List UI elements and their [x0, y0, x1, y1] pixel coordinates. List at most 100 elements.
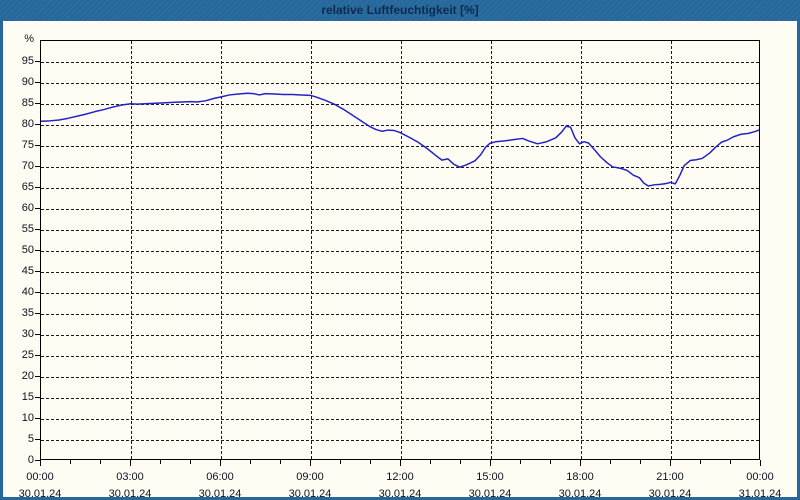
- gridline-vertical: [131, 41, 132, 459]
- y-tick-label: 75: [21, 139, 34, 151]
- x-tick-time-label: 00:00: [26, 471, 54, 483]
- x-major-tick-mark: [310, 460, 311, 466]
- x-minor-tick-mark: [280, 460, 281, 464]
- x-major-tick-mark: [580, 460, 581, 466]
- y-tick-label: 85: [21, 97, 34, 109]
- x-minor-tick-mark: [100, 460, 101, 464]
- y-tick-mark: [35, 82, 40, 83]
- y-tick-mark: [35, 145, 40, 146]
- x-major-tick-mark: [130, 460, 131, 466]
- plot-area: [40, 40, 760, 460]
- x-minor-tick-mark: [700, 460, 701, 464]
- humidity-line: [41, 92, 759, 187]
- y-tick-mark: [35, 250, 40, 251]
- x-minor-tick-mark: [160, 460, 161, 464]
- x-tick-time-label: 21:00: [656, 471, 684, 483]
- gridline-horizontal: [41, 230, 759, 231]
- y-tick-mark: [35, 313, 40, 314]
- y-tick-label: 20: [21, 370, 34, 382]
- x-minor-tick-mark: [550, 460, 551, 464]
- y-tick-mark: [35, 187, 40, 188]
- x-major-tick-mark: [40, 460, 41, 466]
- x-tick-time-label: 00:00: [746, 471, 774, 483]
- x-tick-date-label: 30.01.24: [468, 488, 512, 500]
- x-tick-time-label: 03:00: [116, 471, 144, 483]
- y-tick-mark: [35, 355, 40, 356]
- gridline-horizontal: [41, 440, 759, 441]
- y-tick-label: 70: [21, 160, 34, 172]
- x-major-tick-mark: [760, 460, 761, 466]
- gridline-horizontal: [41, 209, 759, 210]
- window-title: relative Luftfeuchtigkeit [%]: [321, 3, 479, 17]
- x-minor-tick-mark: [610, 460, 611, 464]
- y-tick-label: 15: [21, 391, 34, 403]
- gridline-vertical: [401, 41, 402, 459]
- y-tick-mark: [35, 124, 40, 125]
- x-tick-date-label: 30.01.24: [378, 488, 422, 500]
- y-tick-label: 60: [21, 202, 34, 214]
- gridline-vertical: [221, 41, 222, 459]
- x-major-tick-mark: [400, 460, 401, 466]
- gridline-horizontal: [41, 125, 759, 126]
- gridline-horizontal: [41, 293, 759, 294]
- y-tick-mark: [35, 166, 40, 167]
- x-tick-date-label: 30.01.24: [288, 488, 332, 500]
- x-tick-date-label: 30.01.24: [108, 488, 152, 500]
- y-tick-label: 30: [21, 328, 34, 340]
- gridline-horizontal: [41, 356, 759, 357]
- y-tick-label: 0: [27, 454, 34, 466]
- y-tick-label: 45: [21, 265, 34, 277]
- y-tick-label: 10: [21, 412, 34, 424]
- gridline-horizontal: [41, 167, 759, 168]
- x-minor-tick-mark: [70, 460, 71, 464]
- y-tick-label: 5: [27, 433, 34, 445]
- x-minor-tick-mark: [340, 460, 341, 464]
- window-border-right: [797, 21, 800, 500]
- y-tick-label: 55: [21, 223, 34, 235]
- y-tick-mark: [35, 439, 40, 440]
- gridline-vertical: [581, 41, 582, 459]
- x-tick-date-label: 30.01.24: [198, 488, 242, 500]
- y-tick-mark: [35, 460, 40, 461]
- x-tick-time-label: 12:00: [386, 471, 414, 483]
- y-tick-label: 50: [21, 244, 34, 256]
- y-tick-mark: [35, 292, 40, 293]
- y-tick-label: 90: [21, 76, 34, 88]
- humidity-curve: [41, 92, 759, 187]
- gridline-horizontal: [41, 335, 759, 336]
- x-tick-time-label: 09:00: [296, 471, 324, 483]
- x-tick-time-label: 15:00: [476, 471, 504, 483]
- x-minor-tick-mark: [640, 460, 641, 464]
- y-tick-mark: [35, 229, 40, 230]
- y-tick-mark: [35, 208, 40, 209]
- y-tick-mark: [35, 397, 40, 398]
- x-major-tick-mark: [490, 460, 491, 466]
- gridline-horizontal: [41, 398, 759, 399]
- x-tick-time-label: 18:00: [566, 471, 594, 483]
- gridline-horizontal: [41, 146, 759, 147]
- gridline-horizontal: [41, 104, 759, 105]
- x-minor-tick-mark: [730, 460, 731, 464]
- y-tick-mark: [35, 334, 40, 335]
- gridline-horizontal: [41, 377, 759, 378]
- y-tick-label: 65: [21, 181, 34, 193]
- y-axis-unit-label: %: [24, 33, 34, 45]
- y-tick-label: 95: [21, 55, 34, 67]
- y-tick-label: 80: [21, 118, 34, 130]
- x-minor-tick-mark: [460, 460, 461, 464]
- y-tick-label: 25: [21, 349, 34, 361]
- x-minor-tick-mark: [370, 460, 371, 464]
- gridline-vertical: [671, 41, 672, 459]
- title-bar: relative Luftfeuchtigkeit [%]: [0, 0, 800, 21]
- x-tick-date-label: 30.01.24: [558, 488, 602, 500]
- x-tick-date-label: 31.01.24: [738, 488, 782, 500]
- gridline-horizontal: [41, 314, 759, 315]
- x-minor-tick-mark: [250, 460, 251, 464]
- gridline-horizontal: [41, 62, 759, 63]
- window-border-left: [0, 21, 3, 500]
- y-tick-mark: [35, 376, 40, 377]
- gridline-vertical: [491, 41, 492, 459]
- y-tick-label: 40: [21, 286, 34, 298]
- y-tick-mark: [35, 271, 40, 272]
